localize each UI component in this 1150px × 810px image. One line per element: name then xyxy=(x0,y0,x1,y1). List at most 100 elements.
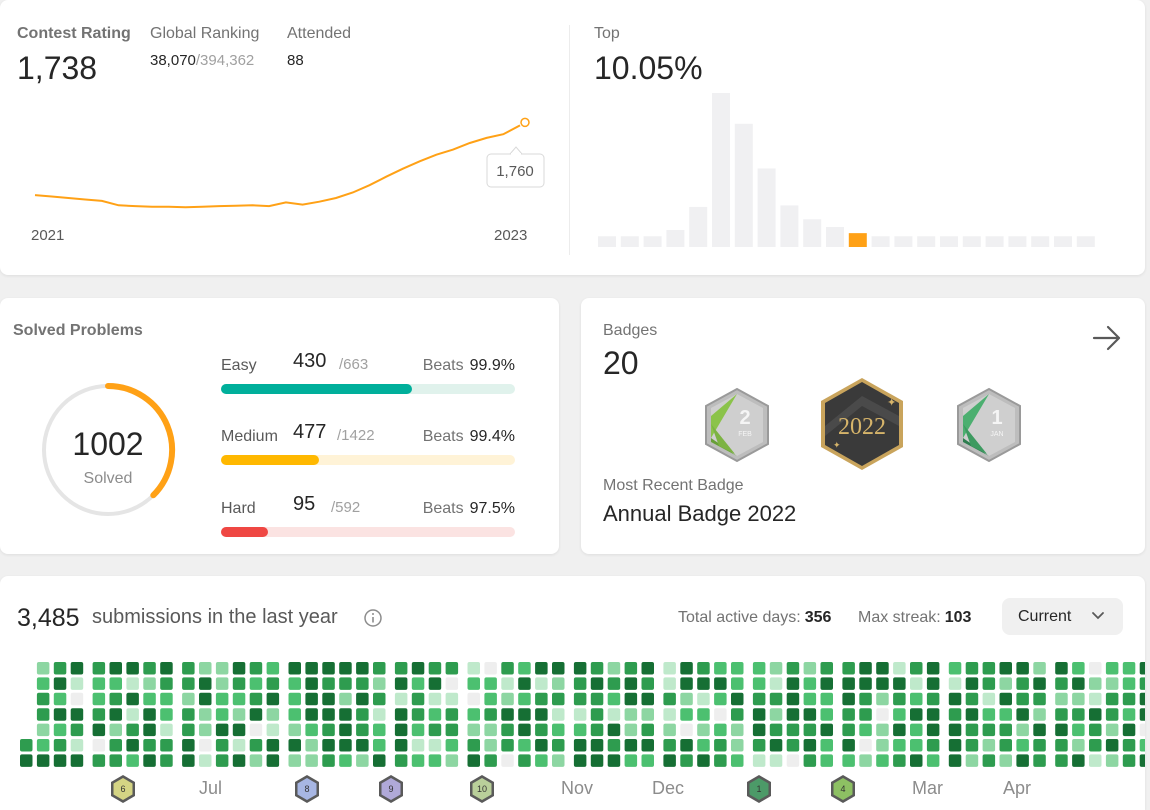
heatmap-day-cell[interactable] xyxy=(199,662,212,675)
heatmap-day-cell[interactable] xyxy=(1072,723,1085,737)
ranking-histogram[interactable] xyxy=(590,85,1130,255)
heatmap-day-cell[interactable] xyxy=(769,723,783,737)
heatmap-day-cell[interactable] xyxy=(641,662,655,675)
histogram-bar[interactable] xyxy=(962,236,981,247)
heatmap-day-cell[interactable] xyxy=(484,677,497,690)
heatmap-day-cell[interactable] xyxy=(53,754,67,767)
heatmap-day-cell[interactable] xyxy=(36,692,50,706)
heatmap-day-cell[interactable] xyxy=(215,739,229,752)
heatmap-day-cell[interactable] xyxy=(820,739,834,752)
heatmap-day-cell[interactable] xyxy=(411,692,425,706)
heatmap-day-cell[interactable] xyxy=(182,708,195,721)
heatmap-day-cell[interactable] xyxy=(160,677,173,690)
heatmap-day-cell[interactable] xyxy=(552,662,565,675)
heatmap-day-cell[interactable] xyxy=(803,723,817,737)
heatmap-day-cell[interactable] xyxy=(535,708,548,721)
heatmap-day-cell[interactable] xyxy=(356,708,369,721)
heatmap-day-cell[interactable] xyxy=(820,708,834,721)
heatmap-day-cell[interactable] xyxy=(199,754,212,767)
heatmap-day-cell[interactable] xyxy=(641,739,655,752)
heatmap-day-cell[interactable] xyxy=(731,692,744,706)
submission-heatmap[interactable]: 6 8 9 10 1 4 xyxy=(0,576,1145,810)
heatmap-day-cell[interactable] xyxy=(1033,739,1046,752)
heatmap-day-cell[interactable] xyxy=(535,723,548,737)
heatmap-day-cell[interactable] xyxy=(697,662,710,675)
heatmap-day-cell[interactable] xyxy=(842,677,855,690)
heatmap-day-cell[interactable] xyxy=(484,723,497,737)
heatmap-day-cell[interactable] xyxy=(92,723,106,737)
histogram-bar[interactable] xyxy=(803,219,822,247)
heatmap-day-cell[interactable] xyxy=(232,677,246,690)
heatmap-day-cell[interactable] xyxy=(428,692,442,706)
month-badge-marker[interactable]: 4 xyxy=(831,775,855,803)
heatmap-day-cell[interactable] xyxy=(641,677,655,690)
histogram-bar[interactable] xyxy=(871,236,890,247)
heatmap-day-cell[interactable] xyxy=(680,692,693,706)
histogram-bar[interactable] xyxy=(689,206,708,247)
jan-badge-icon[interactable]: 1 JAN xyxy=(953,386,1025,464)
histogram-bar[interactable] xyxy=(620,236,639,247)
heatmap-day-cell[interactable] xyxy=(484,739,497,752)
heatmap-day-cell[interactable] xyxy=(786,708,800,721)
heatmap-day-cell[interactable] xyxy=(893,723,906,737)
heatmap-day-cell[interactable] xyxy=(607,677,621,690)
heatmap-day-cell[interactable] xyxy=(1072,739,1085,752)
heatmap-day-cell[interactable] xyxy=(518,677,531,690)
heatmap-day-cell[interactable] xyxy=(339,754,352,767)
heatmap-day-cell[interactable] xyxy=(999,739,1013,752)
heatmap-day-cell[interactable] xyxy=(484,662,497,675)
heatmap-day-cell[interactable] xyxy=(266,692,280,706)
heatmap-day-cell[interactable] xyxy=(356,723,369,737)
heatmap-day-cell[interactable] xyxy=(680,708,693,721)
heatmap-day-cell[interactable] xyxy=(199,739,212,752)
heatmap-day-cell[interactable] xyxy=(820,677,834,690)
heatmap-day-cell[interactable] xyxy=(786,692,800,706)
heatmap-day-cell[interactable] xyxy=(92,692,106,706)
heatmap-day-cell[interactable] xyxy=(641,692,655,706)
heatmap-day-cell[interactable] xyxy=(965,677,979,690)
heatmap-day-cell[interactable] xyxy=(714,754,727,767)
heatmap-day-cell[interactable] xyxy=(322,692,335,706)
heatmap-day-cell[interactable] xyxy=(786,754,800,767)
heatmap-day-cell[interactable] xyxy=(467,754,481,767)
heatmap-day-cell[interactable] xyxy=(624,739,638,752)
heatmap-day-cell[interactable] xyxy=(624,708,638,721)
heatmap-day-cell[interactable] xyxy=(752,739,766,752)
heatmap-day-cell[interactable] xyxy=(663,739,676,752)
heatmap-day-cell[interactable] xyxy=(109,677,123,690)
histogram-bar[interactable] xyxy=(780,205,799,247)
heatmap-day-cell[interactable] xyxy=(1016,662,1029,675)
heatmap-day-cell[interactable] xyxy=(999,677,1013,690)
heatmap-day-cell[interactable] xyxy=(215,662,229,675)
heatmap-day-cell[interactable] xyxy=(501,739,514,752)
heatmap-day-cell[interactable] xyxy=(356,692,369,706)
heatmap-day-cell[interactable] xyxy=(215,677,229,690)
heatmap-day-cell[interactable] xyxy=(769,692,783,706)
heatmap-day-cell[interactable] xyxy=(769,662,783,675)
heatmap-day-cell[interactable] xyxy=(752,708,766,721)
heatmap-day-cell[interactable] xyxy=(910,662,923,675)
heatmap-day-cell[interactable] xyxy=(126,662,139,675)
heatmap-day-cell[interactable] xyxy=(680,754,693,767)
heatmap-day-cell[interactable] xyxy=(982,723,996,737)
heatmap-day-cell[interactable] xyxy=(842,754,855,767)
heatmap-day-cell[interactable] xyxy=(982,708,996,721)
heatmap-day-cell[interactable] xyxy=(373,708,386,721)
heatmap-day-cell[interactable] xyxy=(36,708,50,721)
heatmap-day-cell[interactable] xyxy=(70,723,84,737)
heatmap-day-cell[interactable] xyxy=(999,662,1013,675)
heatmap-day-cell[interactable] xyxy=(215,754,229,767)
heatmap-day-cell[interactable] xyxy=(624,723,638,737)
heatmap-day-cell[interactable] xyxy=(1016,723,1029,737)
heatmap-day-cell[interactable] xyxy=(1016,739,1029,752)
heatmap-day-cell[interactable] xyxy=(1105,662,1119,675)
heatmap-day-cell[interactable] xyxy=(999,692,1013,706)
heatmap-day-cell[interactable] xyxy=(143,708,156,721)
heatmap-day-cell[interactable] xyxy=(518,662,531,675)
heatmap-day-cell[interactable] xyxy=(1089,754,1102,767)
heatmap-day-cell[interactable] xyxy=(910,754,923,767)
heatmap-day-cell[interactable] xyxy=(573,677,587,690)
heatmap-day-cell[interactable] xyxy=(641,708,655,721)
heatmap-day-cell[interactable] xyxy=(842,723,855,737)
heatmap-day-cell[interactable] xyxy=(820,723,834,737)
